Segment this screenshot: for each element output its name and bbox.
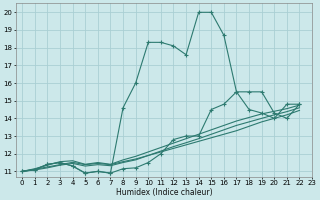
X-axis label: Humidex (Indice chaleur): Humidex (Indice chaleur) (116, 188, 212, 197)
